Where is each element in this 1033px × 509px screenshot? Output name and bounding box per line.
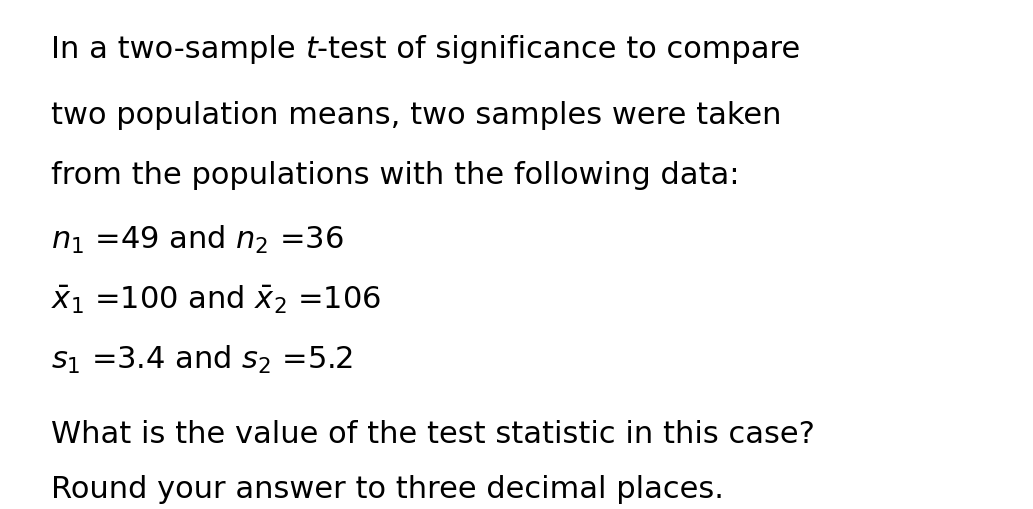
Text: from the populations with the following data:: from the populations with the following … [52, 160, 740, 189]
Text: $s_1$ =3.4 and $s_2$ =5.2: $s_1$ =3.4 and $s_2$ =5.2 [52, 344, 353, 376]
Text: What is the value of the test statistic in this case?: What is the value of the test statistic … [52, 419, 815, 448]
Text: In a two-sample: In a two-sample [52, 35, 306, 64]
Text: Round your answer to three decimal places.: Round your answer to three decimal place… [52, 474, 724, 503]
Text: $\bar{x}_1$ =100 and $\bar{x}_2$ =106: $\bar{x}_1$ =100 and $\bar{x}_2$ =106 [52, 284, 381, 316]
Text: two population means, two samples were taken: two population means, two samples were t… [52, 100, 782, 129]
Text: t: t [305, 35, 317, 64]
Text: $n_1$ =49 and $n_2$ =36: $n_1$ =49 and $n_2$ =36 [52, 223, 344, 255]
Text: -test of significance to compare: -test of significance to compare [317, 35, 801, 64]
